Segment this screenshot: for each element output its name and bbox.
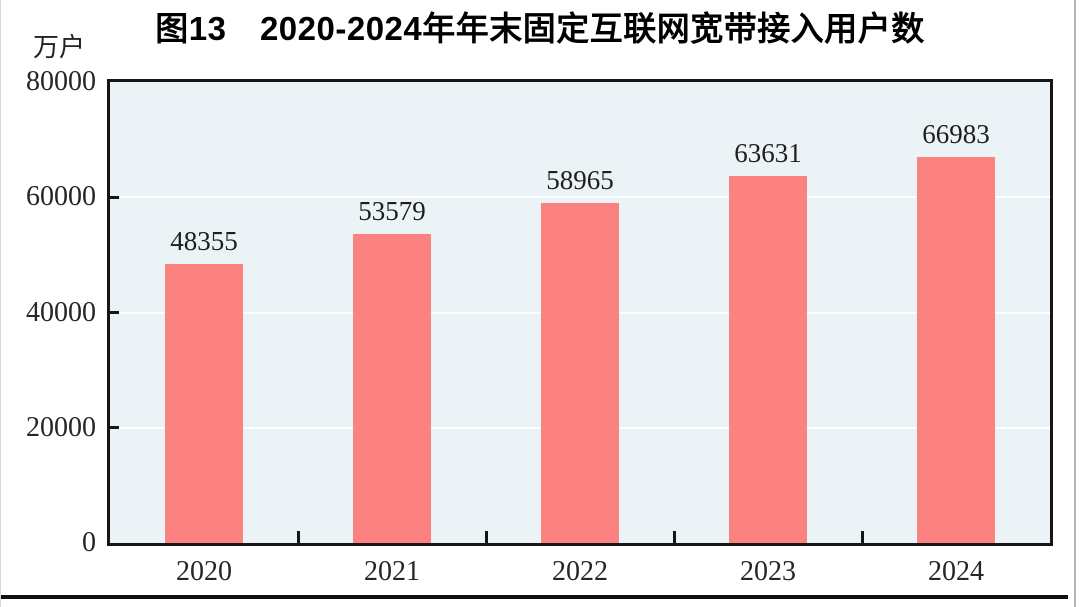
y-axis-tick-label: 0 (82, 527, 96, 558)
y-tick-mark (110, 195, 119, 199)
x-axis-tick-label: 2021 (364, 556, 420, 587)
bottom-divider (0, 595, 1068, 599)
x-tick-mark (296, 531, 300, 543)
x-tick-mark (484, 531, 488, 543)
bar (917, 157, 995, 543)
x-axis-tick-label: 2024 (928, 556, 984, 587)
y-axis-tick-label: 60000 (26, 181, 96, 213)
bar-value-label: 58965 (546, 165, 614, 196)
y-axis-unit-label: 万户 (33, 33, 86, 62)
x-axis-tick-label: 2023 (740, 556, 796, 587)
bar (165, 264, 243, 543)
page-left-border (0, 0, 1, 607)
y-axis-tick-label: 80000 (26, 66, 96, 97)
bar-value-label: 66983 (922, 119, 990, 149)
chart-title: 图13 2020-2024年年末固定互联网宽带接入用户数 (155, 10, 925, 47)
x-tick-mark (860, 531, 864, 543)
bar-value-label: 63631 (734, 138, 802, 169)
bar (353, 234, 431, 543)
bar (729, 176, 807, 543)
gridline (110, 196, 1050, 199)
x-axis-tick-label: 2022 (552, 556, 608, 587)
bar-value-label: 48355 (170, 226, 238, 257)
y-axis-tick-label: 20000 (26, 411, 96, 443)
y-tick-mark (110, 311, 119, 314)
page-right-border (1074, 0, 1076, 607)
y-axis-tick-label: 40000 (26, 296, 96, 328)
y-tick-mark (110, 426, 119, 430)
plot-area: 48355 53579 58965 63631 66983 (107, 79, 1053, 546)
x-axis-tick-label: 2020 (176, 556, 232, 587)
x-tick-mark (672, 531, 676, 543)
bar-value-label: 53579 (358, 196, 426, 227)
bar (541, 203, 619, 543)
